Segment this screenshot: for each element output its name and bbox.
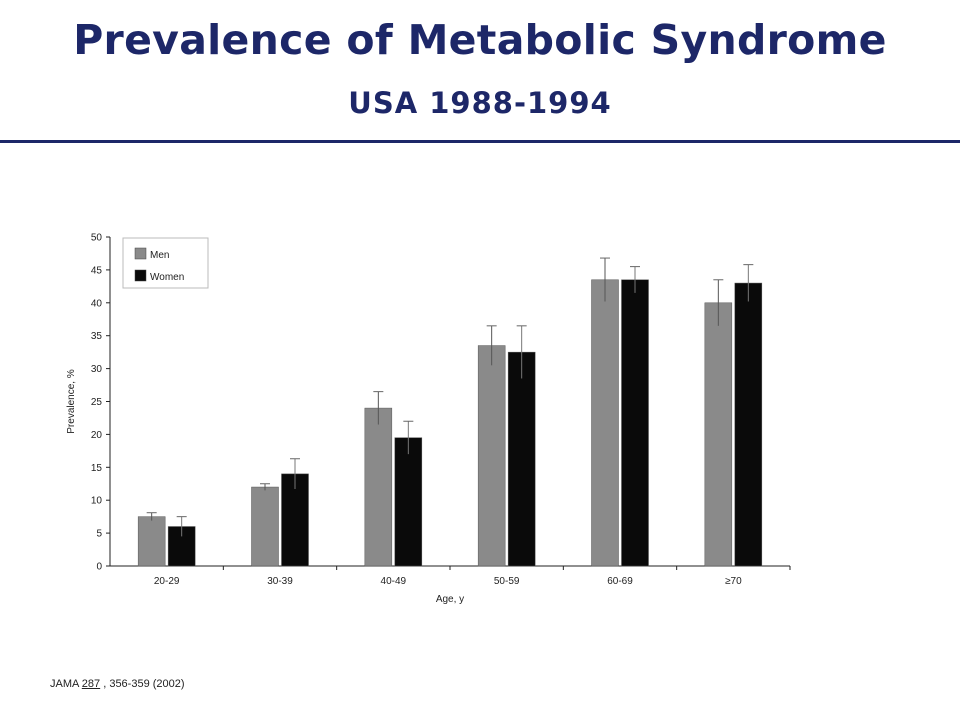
slide-subtitle: USA 1988-1994 xyxy=(348,86,612,120)
citation-volume: 287 xyxy=(81,678,101,690)
legend-swatch-men xyxy=(134,247,147,260)
slide-title: Prevalence of Metabolic Syndrome xyxy=(73,16,887,64)
y-tick-label: 35 xyxy=(91,331,103,342)
y-tick-label: 40 xyxy=(91,298,103,309)
bar-men xyxy=(591,279,619,567)
bar-women xyxy=(734,282,763,567)
y-tick-label: 45 xyxy=(91,265,103,276)
bar-men xyxy=(477,345,506,567)
bar-men xyxy=(704,302,733,567)
y-tick-label: 30 xyxy=(91,364,103,375)
bar-men xyxy=(137,516,166,567)
y-tick-label: 10 xyxy=(91,496,103,507)
y-tick-label: 0 xyxy=(96,562,102,573)
x-tick-label: 40-49 xyxy=(381,576,407,587)
bar-women xyxy=(621,279,649,567)
y-tick-label: 25 xyxy=(91,397,103,408)
y-tick-label: 15 xyxy=(91,463,103,474)
y-tick-label: 20 xyxy=(91,430,103,441)
bar-men xyxy=(364,407,393,567)
x-tick-label: 60-69 xyxy=(607,576,633,587)
x-axis-label: Age, y xyxy=(436,594,464,605)
bar-women xyxy=(394,437,423,567)
title-divider xyxy=(0,140,960,143)
y-tick-label: 5 xyxy=(96,529,102,540)
bar-women xyxy=(507,351,536,567)
x-tick-label: 20-29 xyxy=(154,576,180,587)
legend-swatch-women xyxy=(134,269,147,282)
x-tick-label: ≥70 xyxy=(725,576,742,587)
x-tick-label: 50-59 xyxy=(494,576,520,587)
citation: JAMA 287 , 356-359 (2002) xyxy=(50,678,185,690)
bar-men xyxy=(251,486,279,567)
bar-women xyxy=(281,473,309,567)
y-axis-label: Prevalence, % xyxy=(66,369,77,434)
y-tick-label: 50 xyxy=(91,233,103,244)
legend-label-men: Men xyxy=(150,250,169,261)
citation-pages-year: , 356-359 (2002) xyxy=(100,678,185,690)
x-tick-label: 30-39 xyxy=(267,576,293,587)
citation-journal: JAMA xyxy=(50,678,82,690)
legend-label-women: Women xyxy=(150,272,184,283)
